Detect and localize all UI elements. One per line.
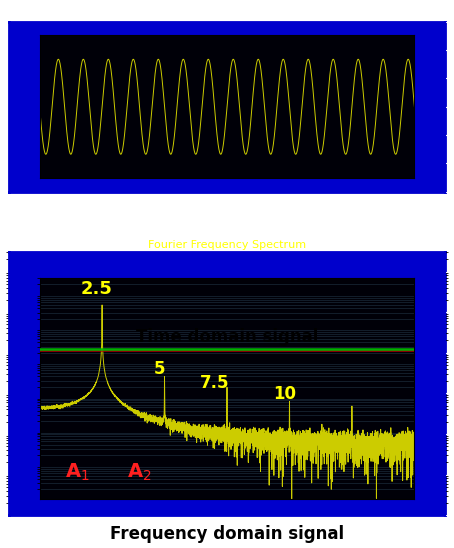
X-axis label: Frequency: Frequency <box>202 531 252 541</box>
Title: Fourier Frequency Spectrum: Fourier Frequency Spectrum <box>148 240 306 250</box>
Text: Frequency domain signal: Frequency domain signal <box>110 526 344 543</box>
Text: Time domain signal: Time domain signal <box>136 328 318 346</box>
